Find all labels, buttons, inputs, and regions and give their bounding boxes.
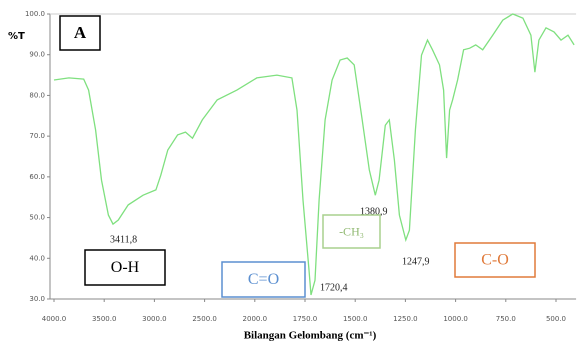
- peak-label: 1380,9: [360, 206, 388, 217]
- y-axis-label: %T: [8, 31, 25, 42]
- annotation-box: [454, 242, 536, 278]
- x-tick-label: 2000.0: [243, 315, 268, 323]
- x-tick-label: 1000.0: [443, 315, 468, 323]
- peak-label: 1247,9: [402, 256, 430, 267]
- x-tick-label: 2500.0: [192, 315, 217, 323]
- annotation-label: C=O: [248, 271, 279, 288]
- panel-label: A: [74, 23, 87, 42]
- y-tick-label: 30.0: [29, 295, 45, 303]
- x-axis-label: Bilangan Gelombang (cm⁻¹): [244, 330, 377, 342]
- x-tick-label: 1250.0: [393, 315, 418, 323]
- annotation-label: O-H: [111, 259, 140, 276]
- peak-label: 1720,4: [320, 282, 348, 293]
- annotation-box: [322, 214, 381, 249]
- annotation-box: [221, 261, 306, 298]
- x-tick-label: 3500.0: [92, 315, 117, 323]
- x-tick-label: 4000.0: [42, 315, 67, 323]
- y-tick-label: 40.0: [29, 254, 45, 262]
- spectrum-line: [53, 13, 575, 296]
- y-tick-label: 70.0: [29, 132, 45, 140]
- annotation-box: [84, 249, 166, 286]
- y-tick-label: 80.0: [29, 91, 45, 99]
- y-tick-label: 60.0: [29, 173, 45, 181]
- annotation-label: -CH₃: [339, 224, 364, 238]
- x-tick-label: 1500.0: [343, 315, 368, 323]
- annotation-label: C-O: [481, 252, 509, 269]
- y-tick-label: 90.0: [29, 51, 45, 59]
- panel-box: [59, 15, 101, 51]
- x-tick-label: 3000.0: [142, 315, 167, 323]
- x-tick-label: 500.0: [546, 315, 566, 323]
- peak-label: 3411,8: [110, 234, 137, 245]
- y-tick-label: 100.0: [25, 10, 45, 18]
- y-tick-label: 50.0: [29, 214, 45, 222]
- x-tick-label: 750.0: [496, 315, 516, 323]
- x-tick-label: 1750.0: [293, 315, 318, 323]
